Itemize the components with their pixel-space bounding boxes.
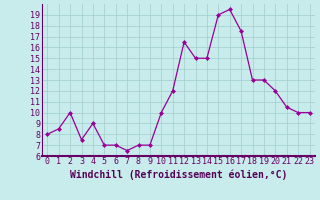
X-axis label: Windchill (Refroidissement éolien,°C): Windchill (Refroidissement éolien,°C) <box>70 169 287 180</box>
